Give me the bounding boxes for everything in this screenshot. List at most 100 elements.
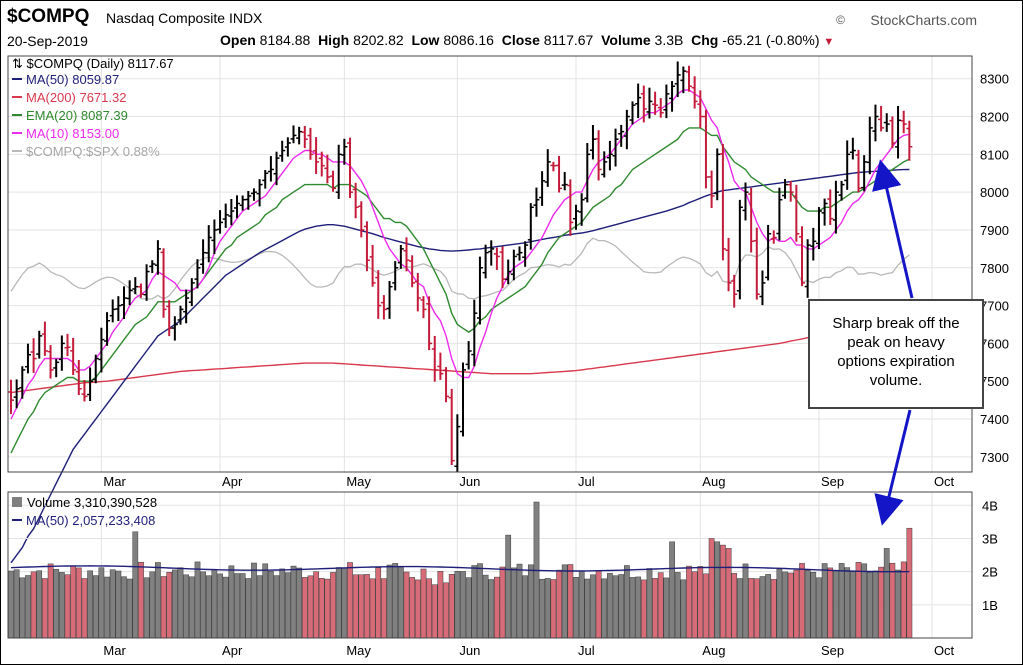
volume-bar [590, 574, 596, 639]
volume-bar [70, 565, 77, 639]
volume-bar [595, 570, 602, 639]
annotation-line: peak on heavy [847, 334, 945, 351]
volume-month-axis: Mar Apr May Jun Jul Aug Sep Oct [103, 643, 954, 658]
volume-bar [861, 563, 868, 639]
volume-bar [64, 574, 71, 639]
low-label: Low [411, 32, 440, 48]
high-label: High [318, 32, 350, 48]
price-axis: 7300 7400 7500 7600 7700 7800 7900 8000 8100 8200… [980, 72, 1009, 465]
volume-bar [793, 569, 800, 639]
close-value: 8117.67 [543, 32, 594, 48]
volume-bar [539, 578, 545, 639]
volume-tick-label: 1B [982, 598, 998, 613]
volume-bar [844, 567, 851, 639]
price-tick-label: 7600 [980, 336, 1009, 351]
annotation-arrows [872, 159, 914, 526]
month-label: Mar [103, 474, 126, 489]
price-tick-label: 7800 [980, 261, 1009, 276]
month-label: Sep [821, 643, 844, 658]
volume-bar [714, 541, 721, 639]
volume-tick-label: 2B [982, 565, 998, 580]
volume-bar [200, 571, 206, 639]
quote-date: 20-Sep-2019 [7, 33, 88, 49]
month-label: May [346, 643, 371, 658]
volume-bar [878, 566, 884, 639]
symbol-title: $COMPQ [7, 6, 90, 27]
volume-bar [81, 578, 88, 639]
volume-bar [149, 571, 156, 639]
volume-bar [827, 567, 834, 639]
open-value: 8184.88 [259, 32, 311, 48]
high-value: 8202.82 [353, 32, 404, 48]
low-value: 8086.16 [443, 32, 494, 48]
volume-value: 3.3B [654, 32, 684, 48]
volume-bar [838, 563, 845, 639]
volume-bar [126, 578, 133, 639]
volume-bar [414, 579, 421, 639]
volume-bar [578, 570, 585, 639]
volume-bar [8, 570, 14, 639]
volume-bar [194, 561, 201, 639]
volume-bar [228, 565, 235, 639]
volume-bar [177, 567, 184, 639]
price-legend: ⇅ $COMPQ (Daily) 8117.67 MA(50) 8059.87 … [12, 56, 174, 159]
volume-bar [369, 578, 376, 639]
volume-bar [307, 575, 314, 639]
volume-bar [301, 577, 308, 639]
volume-bar [573, 577, 579, 639]
volume-bar [352, 574, 359, 639]
volume-bar [87, 570, 93, 639]
volume-bar [527, 564, 534, 639]
volume-bar [629, 577, 636, 639]
month-label: Sep [821, 474, 844, 489]
change-label: Chg [691, 32, 719, 48]
volume-bar [47, 563, 54, 639]
volume-bar [669, 541, 675, 639]
annotation-callout: Sharp break off the peak on heavy option… [808, 299, 984, 409]
volume-bar [172, 569, 178, 639]
volume-bar [618, 574, 625, 639]
volume-legend-swatch [12, 497, 22, 507]
price-tick-label: 8300 [980, 72, 1009, 87]
legend-volume: Volume 3,310,390,528 [27, 495, 157, 510]
volume-bar [770, 579, 777, 639]
price-tick-label: 7300 [980, 450, 1009, 465]
volume-bar [765, 574, 771, 639]
volume-bar [799, 563, 805, 639]
volume-bar [607, 573, 613, 639]
volume-bar [155, 562, 161, 639]
month-label: Jun [459, 474, 480, 489]
volume-bar [296, 567, 303, 639]
legend-ema20: EMA(20) 8087.39 [26, 108, 128, 123]
volume-bar [19, 577, 26, 639]
volume-bar [816, 577, 822, 639]
volume-bar [787, 572, 794, 639]
month-label: Oct [934, 474, 955, 489]
volume-bar [166, 572, 173, 639]
volume-bar [75, 567, 82, 639]
volume-ma50-line [10, 565, 910, 573]
volume-bar [782, 571, 788, 639]
volume-bar [601, 578, 608, 639]
volume-bar [426, 578, 432, 639]
volume-bar [544, 578, 551, 639]
volume-bar [104, 576, 110, 639]
legend-main-label: $COMPQ (Daily) 8117.67 [27, 56, 174, 71]
annotation-line: Sharp break off the [832, 315, 960, 332]
volume-bar [753, 578, 760, 639]
volume-bar [138, 561, 144, 639]
volume-bar [403, 571, 410, 639]
volume-bar [121, 576, 127, 639]
triangle-down-icon: ▼ [823, 36, 835, 48]
price-panel-border [7, 55, 973, 473]
legend-main: ⇅ $COMPQ (Daily) 8117.67 [12, 56, 174, 71]
volume-panel-border [7, 491, 973, 639]
volume-bar [866, 572, 873, 639]
volume-bar [906, 527, 913, 639]
volume-bar [697, 566, 704, 639]
volume-bar [392, 563, 399, 639]
volume-bar [273, 575, 280, 639]
volume-bar [239, 573, 246, 639]
legend-ma50: MA(50) 8059.87 [26, 72, 119, 87]
price-tick-label: 7700 [980, 299, 1009, 314]
